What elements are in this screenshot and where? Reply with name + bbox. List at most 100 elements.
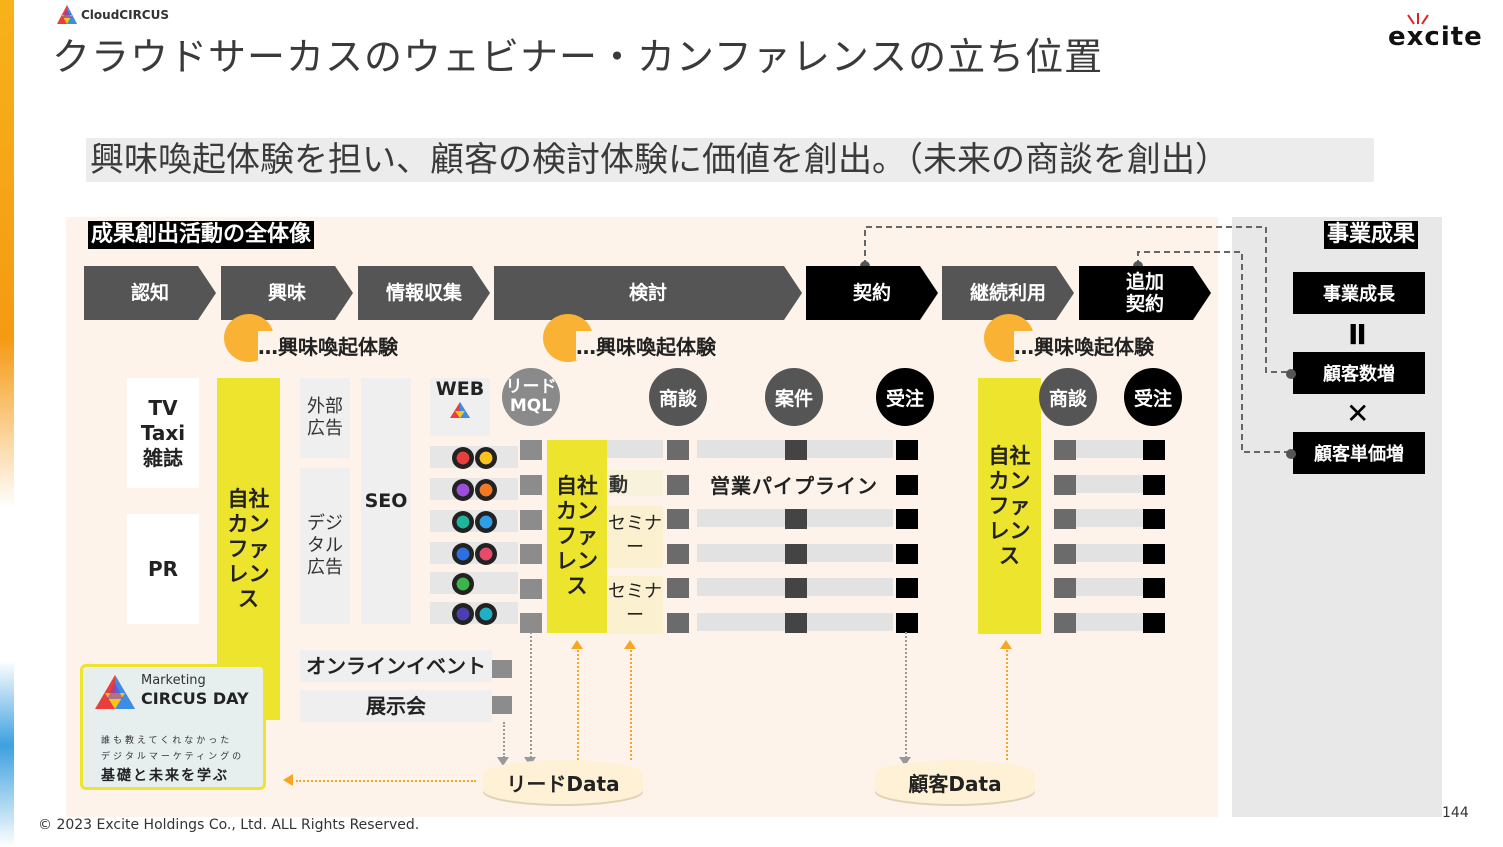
case-marker [785, 440, 807, 460]
retention-grid [1054, 440, 1166, 640]
tool-logo-icon [475, 447, 497, 469]
tv-taxi-magazine-box: TV Taxi 雑誌 [127, 378, 199, 488]
retention-bar [1076, 475, 1144, 493]
interest-label: …興味喚起体験 [576, 331, 716, 360]
retention-bar [1076, 509, 1144, 527]
tool-logo-icon [475, 543, 497, 565]
retention-bar [1076, 440, 1144, 458]
interest-label: …興味喚起体験 [258, 331, 398, 360]
tool-row [430, 478, 518, 501]
brand-logo-text: CloudCIRCUS [81, 8, 170, 22]
cloudcircus-mini-logo-icon [450, 402, 470, 418]
subtitle: 興味喚起体験を担い、顧客の検討体験に価値を創出。（未来の商談を創出） [86, 138, 1374, 182]
case-marker [785, 578, 807, 598]
accent-edge [0, 0, 14, 847]
own-conference-retention: 自社 カン ファ レン ス [978, 378, 1041, 634]
tool-logo-icon [452, 573, 474, 595]
excite-spark-icon [1407, 13, 1429, 25]
interest-label: …興味喚起体験 [1014, 331, 1154, 360]
retention-bar [1076, 544, 1144, 562]
pr-box: PR [127, 514, 199, 624]
section-label: 成果創出活動の全体像 [88, 221, 315, 249]
connector-endpoints [1286, 369, 1296, 459]
banner-tag3: 基礎と未来を学ぶ [101, 768, 229, 784]
retention-bar [1076, 613, 1144, 631]
order-marker [1143, 544, 1165, 564]
lead-database: リードData [483, 760, 643, 804]
circus-day-banner: Marketing CIRCUS DAY 誰も教えてくれなかった デジタルマーケ… [80, 664, 266, 790]
customer-count-box: 顧客数増 [1293, 352, 1425, 394]
tool-row [430, 602, 518, 625]
cloudcircus-logo-icon [57, 5, 77, 24]
order-marker [1143, 475, 1165, 495]
order-marker [896, 509, 918, 529]
pipeline-grid [667, 440, 919, 640]
tool-logo-icon [452, 603, 474, 625]
deal-marker [667, 509, 689, 529]
deal-circle-retention: 商談 [1039, 368, 1097, 426]
order-marker [1143, 578, 1165, 598]
seminar-box: セミナ ー [607, 576, 663, 634]
retention-bar [1076, 578, 1144, 596]
web-box: WEB [430, 378, 490, 436]
customer-database: 顧客Data [875, 760, 1035, 804]
lead-marker [520, 613, 542, 633]
tool-row [430, 446, 518, 469]
deal-marker [667, 544, 689, 564]
stage-contract: 契約 [806, 266, 938, 320]
tool-row [430, 572, 518, 595]
stage-interest: 興味 [221, 266, 353, 320]
digital-ads-box: デジ タル 広告 [300, 468, 350, 624]
order-circle-retention: 受注 [1124, 368, 1182, 426]
case-marker [785, 613, 807, 633]
activity-fragment: 動 [607, 470, 663, 496]
times-icon: ✕ [1346, 397, 1370, 430]
own-conference-consideration: 自社 カン ファ レン ス [547, 440, 607, 633]
deal-marker [667, 613, 689, 633]
seo-box: SEO [361, 378, 411, 624]
event-marker [492, 660, 512, 678]
case-marker [785, 509, 807, 529]
excite-logo-text: excite [1388, 22, 1483, 52]
order-marker [896, 578, 918, 598]
flow-line [905, 632, 907, 758]
equals-sign: II [1348, 318, 1367, 351]
deal-marker [1054, 544, 1076, 564]
circus-tent-icon [95, 675, 135, 709]
banner-tag1: 誰も教えてくれなかった [101, 736, 233, 746]
stage-continued-use: 継続利用 [942, 266, 1074, 320]
deal-circle: 商談 [649, 368, 707, 426]
sales-pipeline-label: 営業パイプライン [710, 474, 878, 498]
stage-awareness: 認知 [84, 266, 216, 320]
tool-logo-icon [452, 479, 474, 501]
order-marker [896, 544, 918, 564]
order-circle: 受注 [876, 368, 934, 426]
tool-logo-icon [452, 543, 474, 565]
cloudcircus-logo: CloudCIRCUS [56, 4, 169, 26]
exhibition-box: 展示会 [300, 690, 492, 722]
tool-row [430, 510, 518, 533]
deal-marker [1054, 578, 1076, 598]
order-marker [896, 475, 918, 495]
unit-price-box: 顧客単価増 [1293, 432, 1425, 474]
external-ads-box: 外部 広告 [300, 378, 350, 458]
flow-line [630, 650, 632, 760]
activity-bar [607, 440, 663, 458]
tool-logo-icon [452, 447, 474, 469]
stage-info-gathering: 情報収集 [358, 266, 490, 320]
deal-marker [1054, 440, 1076, 460]
stage-additional-contract: 追加 契約 [1079, 266, 1211, 320]
case-circle: 案件 [765, 368, 823, 426]
banner-tag2: デジタルマーケティングの [101, 752, 245, 762]
excite-logo: excite [1386, 13, 1483, 54]
flow-line [503, 722, 505, 758]
deal-marker [667, 578, 689, 598]
tool-logo-icon [475, 479, 497, 501]
event-marker [492, 696, 512, 714]
lead-marker [520, 510, 542, 530]
deal-marker [1054, 613, 1076, 633]
online-event-box: オンラインイベント [300, 650, 492, 682]
business-label: 事業成果 [1324, 221, 1419, 249]
deal-marker [667, 475, 689, 495]
web-label: WEB [435, 378, 485, 400]
